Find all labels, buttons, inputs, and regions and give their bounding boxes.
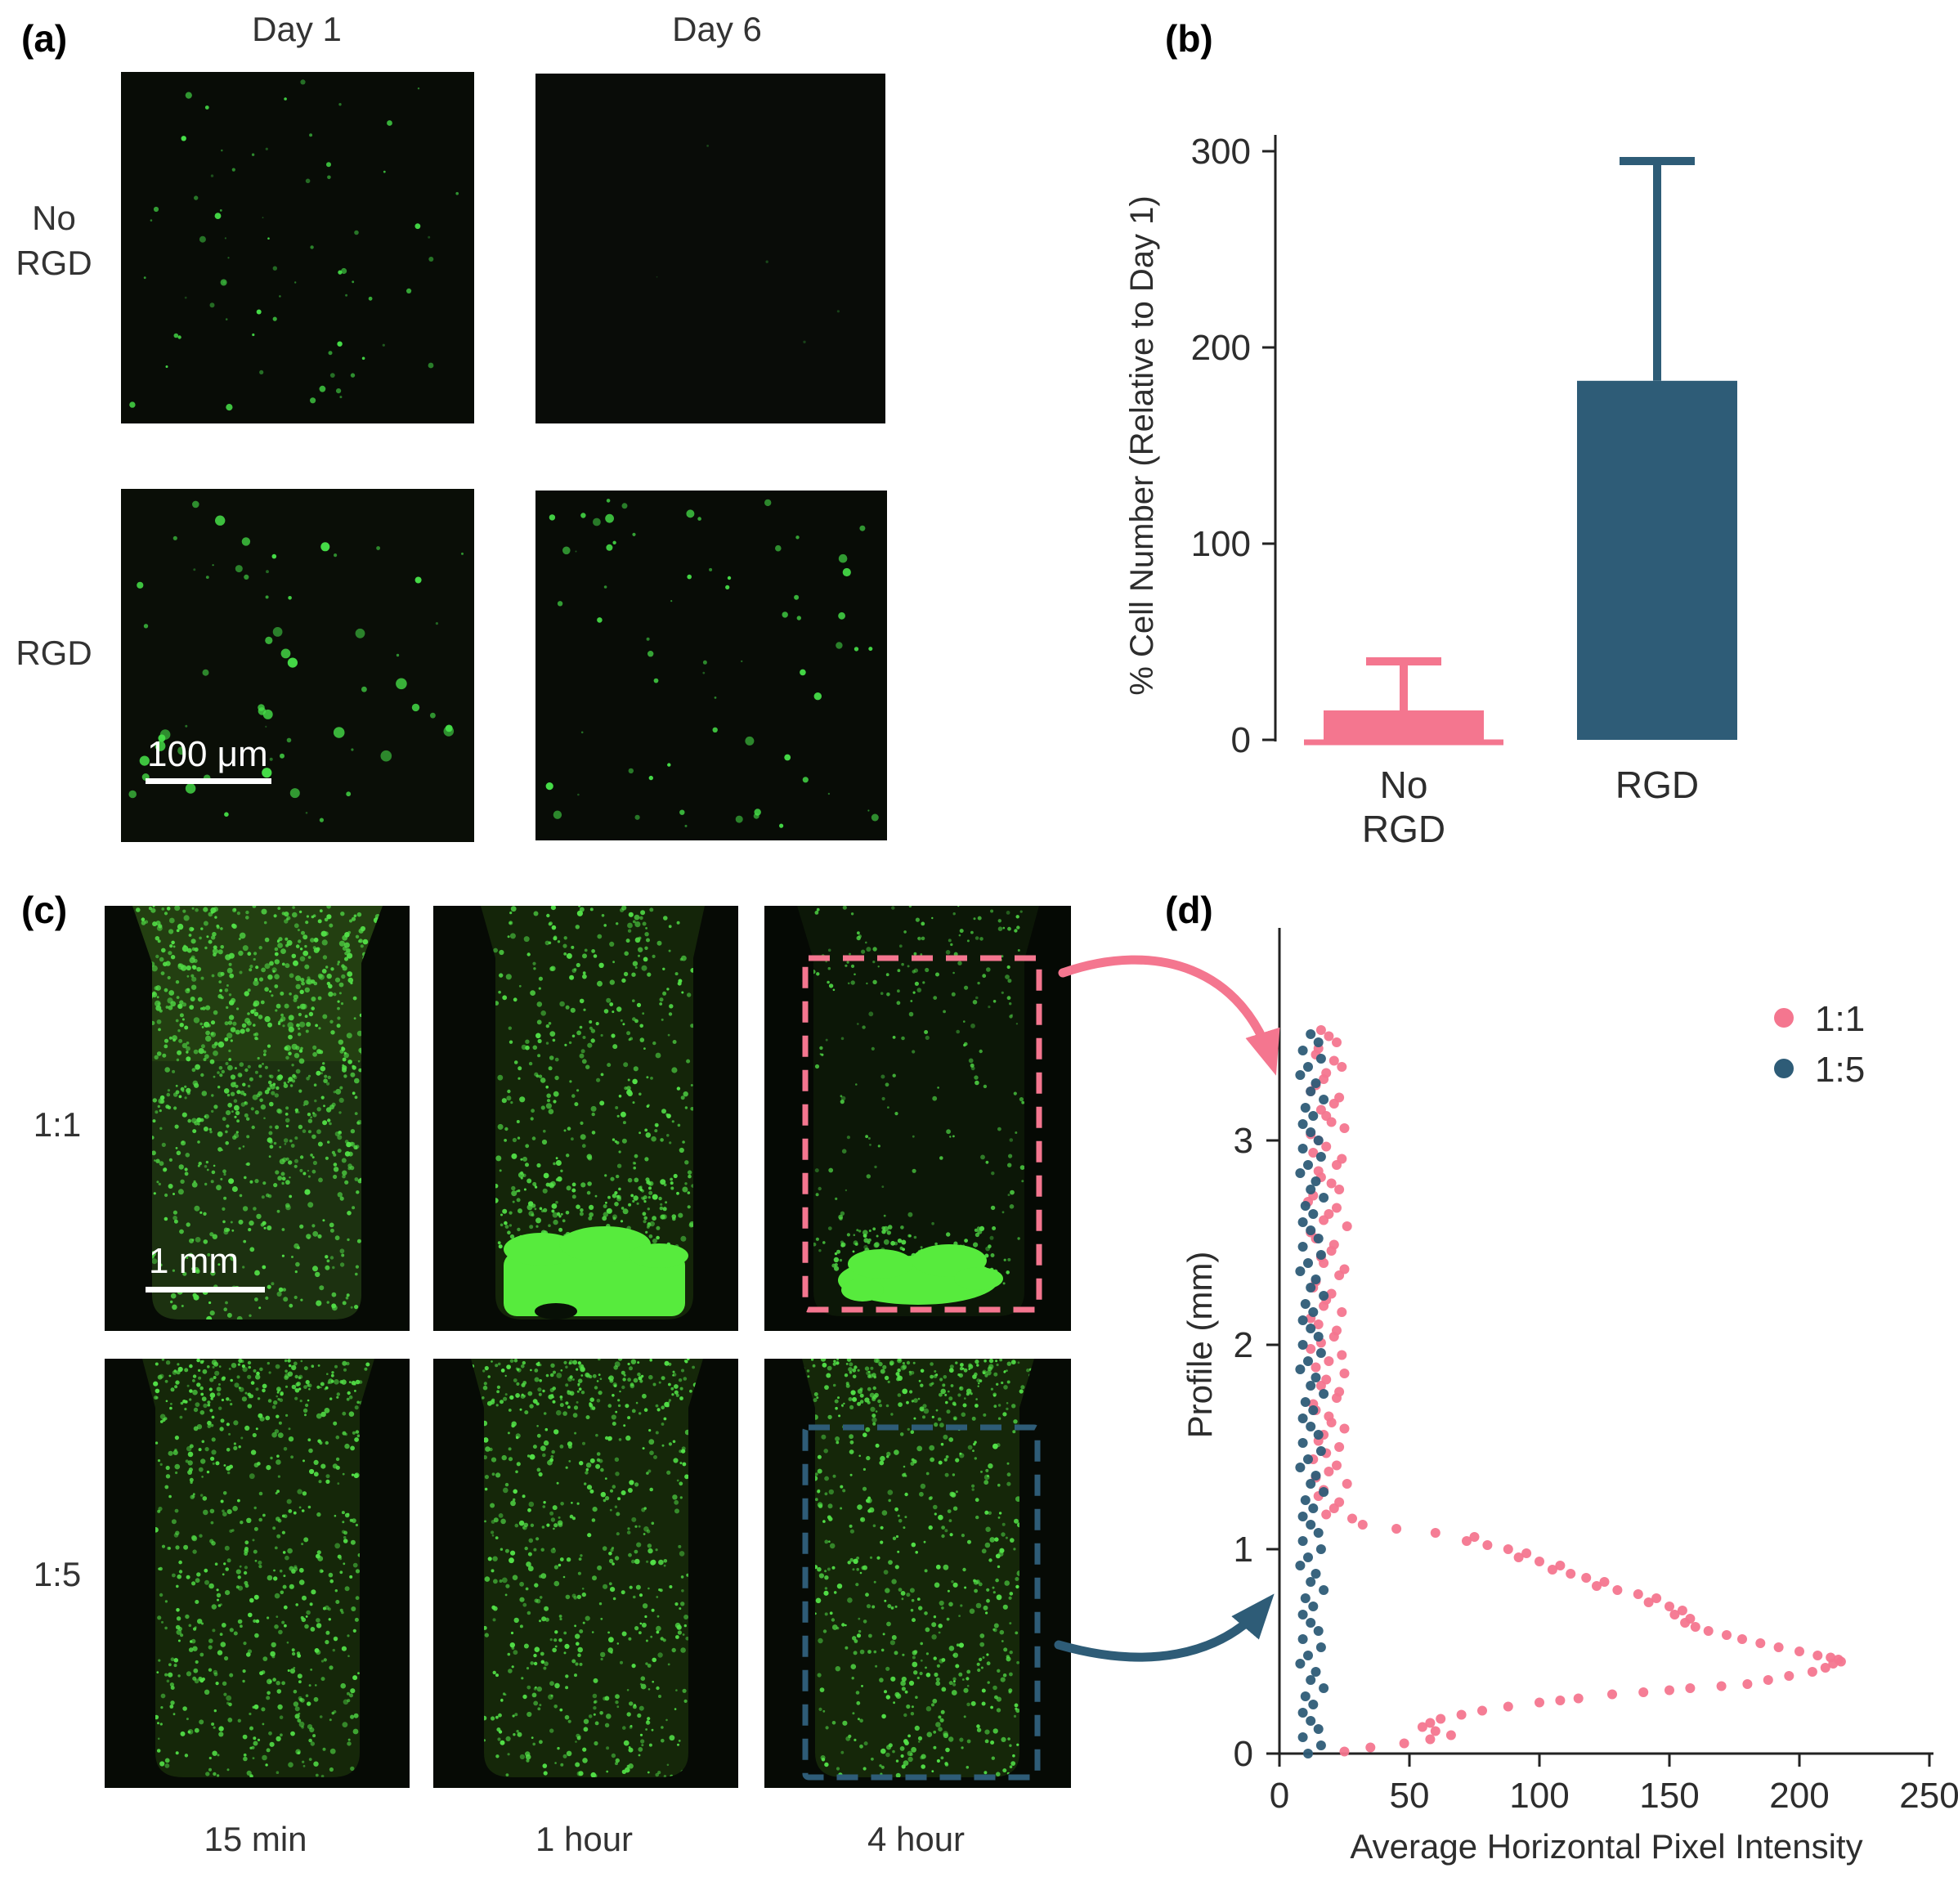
- panel-a-col-header-day6: Day 6: [672, 10, 762, 48]
- svg-text:50: 50: [1390, 1776, 1430, 1816]
- panel-c-row-label-1-1: 1:1: [33, 1105, 82, 1144]
- svg-text:100: 100: [1191, 524, 1251, 564]
- svg-text:0: 0: [1234, 1734, 1253, 1774]
- intensity-profile-chart: 0 50 100 150 200 250 0 1 2 3 Average Horizontal Pi…: [1181, 928, 1958, 1866]
- micro-no-rgd-day6: [535, 74, 885, 423]
- svg-text:RGD: RGD: [1362, 808, 1445, 850]
- panel-a-col-header-day1: Day 1: [252, 10, 342, 48]
- micro-1-5-1hour: [433, 1359, 738, 1788]
- svg-text:100: 100: [1509, 1776, 1569, 1816]
- svg-text:% Cell Number (Relative to Day: % Cell Number (Relative to Day 1): [1128, 195, 1160, 695]
- svg-text:No: No: [1380, 764, 1428, 806]
- scale-bar-line-1mm: [146, 1287, 265, 1292]
- micro-rgd-day6: [535, 491, 887, 840]
- panel-c-col-label-1hour: 1 hour: [535, 1820, 634, 1858]
- micro-1-1-1hour: [433, 906, 738, 1331]
- svg-text:Profile (mm): Profile (mm): [1181, 1252, 1219, 1439]
- panel-c-col-label-4hour: 4 hour: [867, 1820, 966, 1858]
- panel-a-row-label-no-rgd: No RGD: [16, 199, 92, 282]
- roi-dashed-box: [802, 1424, 1041, 1781]
- micro-1-5-15min: [105, 1359, 410, 1788]
- panel-c-label: (c): [21, 889, 68, 931]
- svg-text:250: 250: [1899, 1776, 1958, 1816]
- scale-bar-label-100um: 100 μm: [147, 734, 268, 774]
- svg-text:300: 300: [1191, 132, 1251, 172]
- micro-1-1-4hour: [764, 906, 1071, 1331]
- micro-1-1-15min: [105, 906, 410, 1331]
- svg-text:RGD: RGD: [1615, 764, 1699, 806]
- svg-text:3: 3: [1234, 1121, 1253, 1161]
- roi-dashed-box: [802, 955, 1042, 1313]
- panel-a-label: (a): [21, 17, 68, 60]
- svg-text:1: 1: [1234, 1530, 1253, 1570]
- panel-d-label: (d): [1165, 889, 1213, 931]
- svg-text:1:5: 1:5: [1815, 1050, 1865, 1090]
- svg-text:0: 0: [1270, 1776, 1289, 1816]
- svg-text:200: 200: [1769, 1776, 1829, 1816]
- svg-text:150: 150: [1639, 1776, 1699, 1816]
- cell-number-bar-chart: 0 100 200 300 % Cell Number (Relative to Day…: [1128, 132, 1737, 850]
- svg-text:0: 0: [1231, 720, 1251, 760]
- panel-b-label: (b): [1165, 17, 1213, 60]
- micro-1-5-4hour: [764, 1359, 1071, 1788]
- micro-rgd-day1: [121, 489, 474, 842]
- svg-text:200: 200: [1191, 328, 1251, 368]
- svg-text:Average Horizontal Pixel Inten: Average Horizontal Pixel Intensity: [1350, 1827, 1862, 1866]
- micro-no-rgd-day1: [121, 72, 474, 423]
- svg-text:1:1: 1:1: [1815, 999, 1865, 1039]
- scale-bar-line-100um: [146, 778, 271, 784]
- svg-text:2: 2: [1234, 1325, 1253, 1365]
- panel-c-col-label-15min: 15 min: [204, 1820, 307, 1858]
- panel-c-row-label-1-5: 1:5: [33, 1555, 82, 1593]
- scale-bar-label-1mm: 1 mm: [149, 1241, 239, 1281]
- panel-a-row-label-rgd: RGD: [16, 634, 92, 672]
